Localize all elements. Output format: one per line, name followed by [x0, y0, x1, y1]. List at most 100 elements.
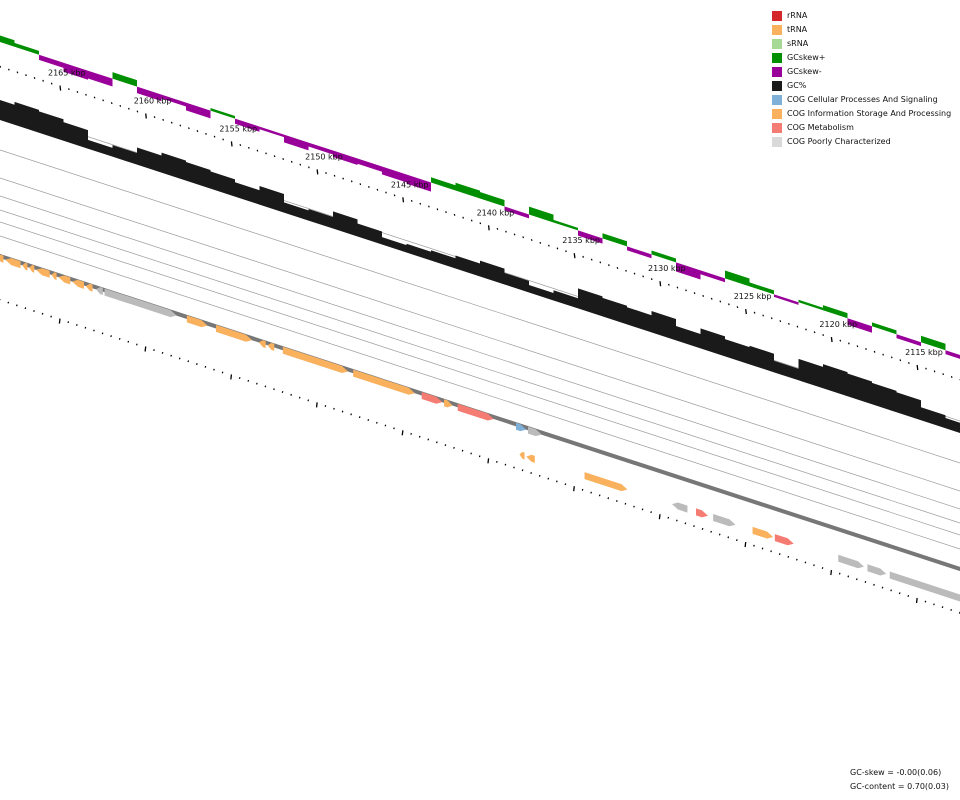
cds-arrow — [0, 254, 4, 263]
position-tick — [75, 323, 78, 326]
position-tick — [718, 533, 721, 536]
cds-arrow — [258, 340, 266, 349]
position-tick — [556, 247, 559, 250]
cds-arrow — [584, 472, 628, 492]
position-tick — [864, 581, 867, 584]
position-tick — [187, 360, 190, 363]
gc-skew-bar — [480, 191, 505, 207]
gc-content-bar — [945, 418, 960, 433]
position-tick — [521, 469, 524, 472]
position-tick — [495, 460, 498, 463]
gc-content-bar — [921, 407, 946, 429]
cds-arrow — [444, 399, 453, 408]
position-tick — [188, 127, 190, 130]
legend-item-rrna: rRNA — [772, 9, 951, 23]
gc-content-bar — [676, 325, 701, 349]
legend-label: GC% — [787, 81, 807, 90]
gc-skew-bar — [308, 142, 333, 155]
position-tick — [221, 371, 224, 374]
position-tick — [727, 536, 730, 539]
cds-arrow — [22, 262, 28, 271]
gc-content-bar — [112, 145, 137, 165]
gc-content-bar — [137, 147, 162, 173]
position-tick — [205, 132, 207, 135]
position-tick — [0, 65, 2, 68]
gc-skew-bar — [88, 70, 113, 87]
position-tick — [427, 438, 430, 441]
position-tick — [84, 326, 87, 329]
cds-arrow — [216, 324, 252, 342]
position-tick — [582, 255, 585, 258]
position-tick — [453, 213, 456, 216]
position-tick — [410, 199, 413, 202]
track-guide-line — [0, 195, 960, 510]
gc-content-bar — [88, 139, 113, 157]
position-tick — [41, 312, 44, 315]
position-tick — [907, 594, 910, 598]
cog-metabolism-swatch-icon — [772, 123, 782, 133]
position-tick — [855, 578, 858, 581]
gc-skew-bar — [945, 350, 960, 359]
position-tick — [179, 124, 182, 127]
position-tick — [402, 197, 405, 203]
gc-skew-bar — [749, 282, 774, 295]
position-tick — [590, 491, 592, 494]
gc-skew-bar — [235, 118, 260, 132]
gc-skew-bar — [357, 158, 382, 172]
position-tick — [196, 130, 199, 133]
position-tick — [42, 79, 45, 82]
position-tick — [624, 502, 627, 505]
position-tick — [298, 396, 301, 399]
legend-label: tRNA — [787, 25, 808, 34]
gc-content-bar — [308, 208, 333, 229]
position-tick — [110, 335, 112, 338]
position-tick — [213, 368, 215, 371]
cds-features — [0, 254, 960, 602]
gc-content-bar — [627, 307, 652, 333]
position-tick — [76, 90, 79, 93]
gc-content-bar — [553, 290, 578, 309]
gc-skew-bar — [676, 262, 701, 280]
position-tick — [950, 608, 952, 611]
cds-arrow — [516, 422, 527, 432]
position-tick — [599, 261, 602, 264]
position-tick — [230, 141, 233, 147]
position-tick — [813, 331, 816, 334]
position-tick — [805, 328, 807, 331]
position-tick — [667, 516, 670, 519]
position-tick — [547, 477, 550, 480]
gc-skew-bar — [0, 35, 15, 47]
position-tick — [658, 514, 661, 520]
position-tick — [822, 334, 825, 337]
position-tick — [307, 399, 310, 402]
cds-arrow — [672, 502, 688, 513]
position-label: 2145 kbp — [391, 180, 429, 189]
gc-content-bar — [210, 171, 235, 197]
cds-arrow — [713, 513, 736, 527]
track-guide-line — [0, 221, 960, 536]
position-tick — [436, 208, 439, 211]
position-tick — [281, 391, 284, 394]
position-tick — [581, 488, 584, 491]
gc-skew-bar — [63, 62, 88, 80]
position-tick — [685, 289, 687, 292]
position-tick — [659, 281, 662, 287]
gc-content-swatch-icon — [772, 81, 782, 91]
gc-content-bar — [749, 345, 774, 373]
position-tick — [530, 239, 533, 242]
track-guide-line — [0, 177, 960, 492]
position-tick — [33, 309, 35, 312]
gc-skew-bar — [259, 126, 284, 138]
gc-skew-bar — [872, 322, 897, 335]
gc-content-bar — [235, 182, 260, 205]
position-tick — [58, 318, 61, 324]
position-tick — [548, 244, 550, 247]
position-tick — [247, 379, 250, 382]
cds-arrow — [5, 258, 21, 269]
position-tick — [530, 472, 532, 475]
position-tick — [290, 160, 293, 163]
position-tick — [675, 519, 678, 522]
position-tick — [110, 102, 113, 105]
position-tick — [710, 297, 713, 300]
gc-content-bar — [39, 111, 64, 141]
